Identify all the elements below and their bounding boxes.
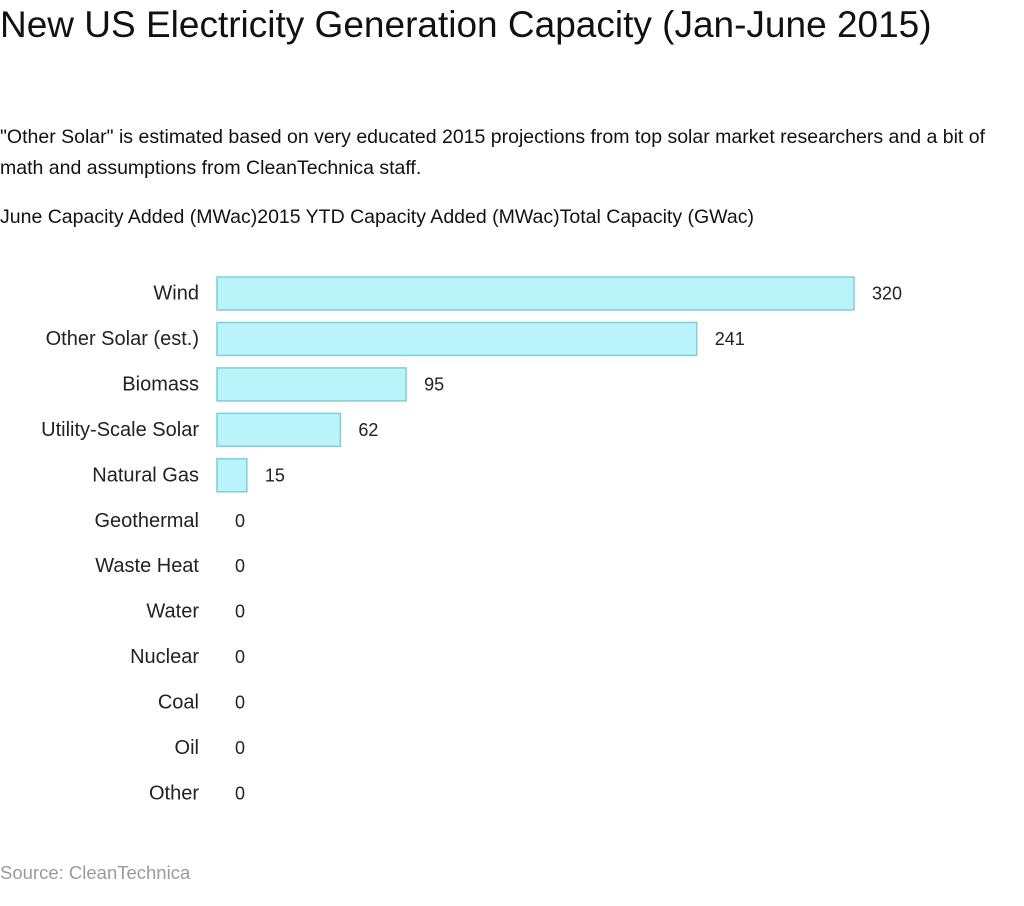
chart-subtitle: "Other Solar" is estimated based on very… bbox=[0, 126, 986, 179]
category-label-other: Other bbox=[149, 782, 199, 804]
bar-natural-gas[interactable] bbox=[216, 458, 248, 493]
chart-title: New US Electricity Generation Capacity (… bbox=[0, 4, 932, 45]
source-note: Source: CleanTechnica bbox=[0, 862, 191, 883]
metric-tabs: June Capacity Added (MWac)2015 YTD Capac… bbox=[0, 202, 754, 232]
value-label-other: 0 bbox=[235, 783, 245, 803]
value-label-oil: 0 bbox=[235, 738, 245, 758]
bar-wind[interactable] bbox=[216, 276, 855, 311]
value-label-coal: 0 bbox=[235, 693, 245, 713]
category-label-utility-scale-solar: Utility-Scale Solar bbox=[41, 419, 199, 441]
tab-june-capacity[interactable]: June Capacity Added (MWac) bbox=[0, 206, 258, 228]
value-label-biomass: 95 bbox=[424, 374, 444, 394]
value-label-waste-heat: 0 bbox=[235, 556, 245, 576]
value-label-wind: 320 bbox=[872, 284, 902, 304]
category-label-biomass: Biomass bbox=[122, 373, 199, 395]
bar-utility-scale-solar[interactable] bbox=[216, 412, 342, 448]
bar-other-solar-est[interactable] bbox=[216, 321, 698, 357]
value-label-natural-gas: 15 bbox=[265, 465, 285, 485]
category-label-other-solar-est: Other Solar (est.) bbox=[46, 328, 199, 350]
category-label-waste-heat: Waste Heat bbox=[95, 555, 199, 577]
bar-biomass[interactable] bbox=[216, 367, 407, 402]
value-label-nuclear: 0 bbox=[235, 647, 245, 667]
tab-ytd-capacity[interactable]: 2015 YTD Capacity Added (MWac) bbox=[257, 206, 560, 228]
value-label-utility-scale-solar: 62 bbox=[358, 420, 378, 440]
value-label-other-solar-est: 241 bbox=[715, 329, 745, 349]
category-label-geothermal: Geothermal bbox=[95, 510, 200, 532]
category-label-oil: Oil bbox=[175, 737, 199, 759]
value-label-geothermal: 0 bbox=[235, 511, 245, 531]
bar-chart: Wind 320 Other Solar (est.) 241 Biomass 95 Uti… bbox=[41, 276, 902, 804]
category-label-water: Water bbox=[146, 601, 199, 623]
category-label-coal: Coal bbox=[158, 692, 199, 714]
category-label-nuclear: Nuclear bbox=[130, 646, 199, 668]
value-label-water: 0 bbox=[235, 602, 245, 622]
category-label-wind: Wind bbox=[153, 283, 199, 305]
tab-total-capacity[interactable]: Total Capacity (GWac) bbox=[559, 206, 754, 228]
category-label-natural-gas: Natural Gas bbox=[92, 464, 199, 486]
